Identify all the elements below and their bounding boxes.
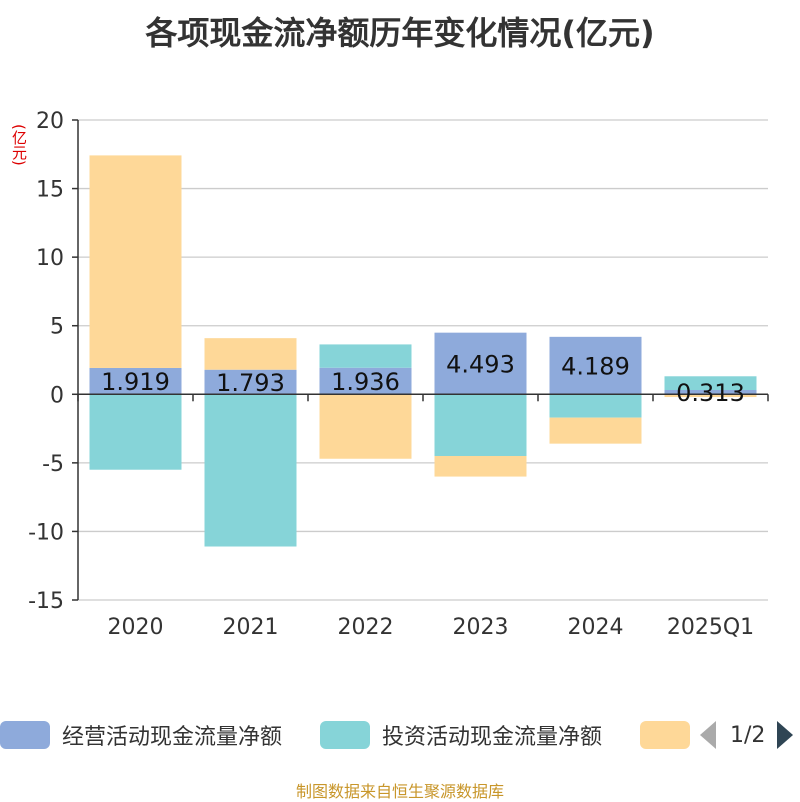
legend-item-financing[interactable] [640,718,702,752]
bar-operating [549,336,642,395]
y-tick-label: -5 [42,452,64,477]
x-tick-label: 2025Q1 [667,615,754,640]
x-tick-label: 2021 [223,615,279,640]
data-label: 4.189 [561,353,630,381]
x-tick-label: 2022 [338,615,394,640]
data-label: 0.313 [676,379,745,407]
bar-financing [204,338,297,370]
y-tick-label: 15 [36,178,64,203]
y-tick-label: 5 [50,315,64,340]
data-label: 1.793 [216,369,285,397]
bar-investing [89,394,182,470]
legend: 经营活动现金流量净额 投资活动现金流量净额 1/2 [0,716,800,756]
bar-investing [319,344,412,368]
y-tick-label: -10 [28,520,64,545]
legend-pager: 1/2 [700,718,794,752]
data-label: 4.493 [446,350,515,378]
x-tick-label: 2023 [453,615,509,640]
data-label: 1.936 [331,368,400,396]
bar-operating [319,367,412,395]
bar-financing [89,155,182,368]
legend-item-operating[interactable]: 经营活动现金流量净额 [0,718,282,752]
bar-investing [664,376,757,390]
legend-label-investing: 投资活动现金流量净额 [382,725,603,750]
chart-title: 各项现金流净额历年变化情况(亿元) [145,14,655,52]
bar-financing [549,417,642,444]
legend-swatch-financing [640,721,690,749]
bar-investing [434,394,527,456]
bar-operating [204,369,297,395]
x-tick-label: 2024 [568,615,624,640]
legend-swatch-operating [0,721,50,749]
legend-page-indicator: 1/2 [730,722,766,748]
data-label: 1.919 [101,368,170,396]
legend-swatch-investing [320,721,370,749]
y-tick-label: 10 [36,246,64,271]
x-tick-label: 2020 [108,615,164,640]
bar-operating [434,332,527,395]
bar-financing [664,394,757,398]
bar-investing [204,394,297,547]
data-source-note: 制图数据来自恒生聚源数据库 [295,782,504,801]
bar-financing [319,394,412,459]
legend-label-operating: 经营活动现金流量净额 [62,725,283,750]
y-tick-label: -15 [28,589,64,614]
bar-operating [664,389,757,395]
legend-item-investing[interactable]: 投资活动现金流量净额 [320,718,602,752]
bar-financing [434,456,527,477]
legend-next-arrow-icon[interactable] [777,721,794,749]
y-tick-label: 0 [50,383,64,408]
bar-investing [549,394,642,418]
legend-prev-arrow-icon[interactable] [700,721,716,749]
y-tick-label: 20 [36,109,64,134]
y-axis-unit: (亿元) [10,124,28,166]
bar-operating [89,367,182,395]
bar-chart: 20 15 10 5 0 -5 -10 -15 1.919 1.793 1.936 4.493 4.18… [28,109,769,640]
